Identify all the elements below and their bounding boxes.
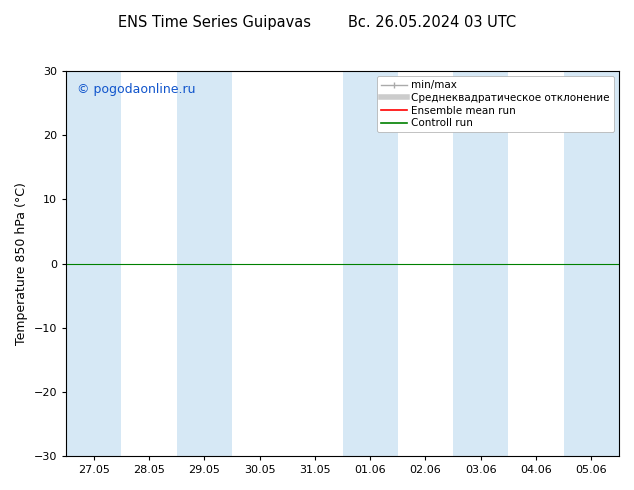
Bar bbox=[342, 71, 398, 456]
Bar bbox=[564, 71, 619, 456]
Text: © pogodaonline.ru: © pogodaonline.ru bbox=[77, 83, 196, 96]
Y-axis label: Temperature 850 hPa (°C): Temperature 850 hPa (°C) bbox=[15, 182, 28, 345]
Legend: min/max, Среднеквадратическое отклонение, Ensemble mean run, Controll run: min/max, Среднеквадратическое отклонение… bbox=[377, 76, 614, 132]
Bar bbox=[453, 71, 508, 456]
Bar bbox=[177, 71, 232, 456]
Bar bbox=[66, 71, 121, 456]
Text: ENS Time Series Guipavas        Вс. 26.05.2024 03 UTC: ENS Time Series Guipavas Вс. 26.05.2024 … bbox=[118, 15, 516, 30]
